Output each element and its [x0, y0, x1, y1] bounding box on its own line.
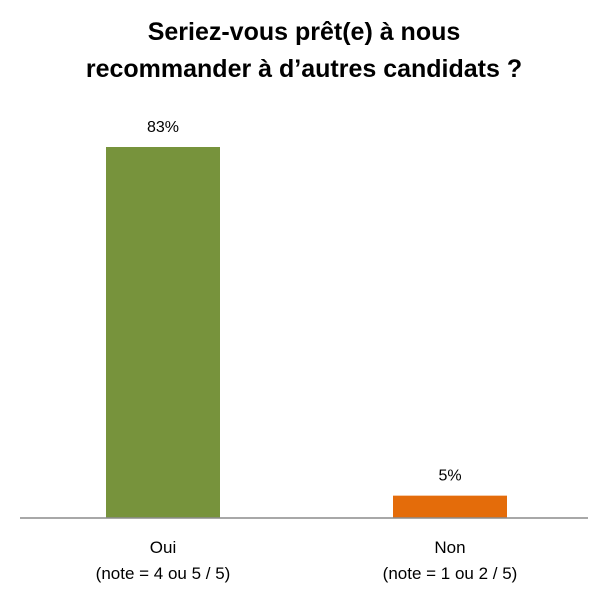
bar-0: [106, 147, 220, 518]
chart-title-line-1: Seriez-vous prêt(e) à nous: [147, 18, 461, 46]
data-label-1: 5%: [438, 468, 461, 485]
category-label-1-line-1: Non: [434, 538, 465, 557]
bar-1: [393, 495, 507, 518]
chart-title: Seriez-vous prêt(e) à nous recommander à…: [0, 14, 608, 88]
category-label-1-line-2: (note = 1 ou 2 / 5): [383, 564, 518, 583]
category-label-0-line-1: Oui: [150, 538, 176, 557]
data-label-0: 83%: [147, 119, 179, 136]
category-label-0-line-2: (note = 4 ou 5 / 5): [96, 564, 231, 583]
chart-title-line-2: recommander à d’autres candidats ?: [85, 55, 523, 83]
